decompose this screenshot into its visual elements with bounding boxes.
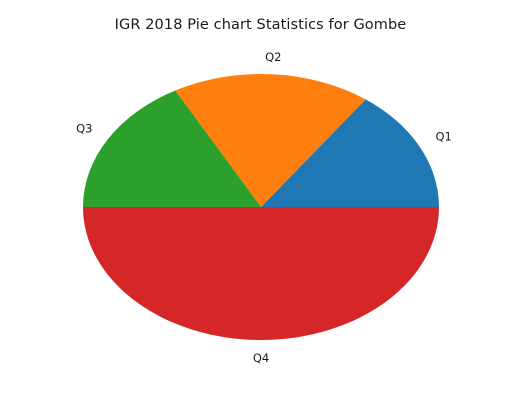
pie-slice-q1 xyxy=(261,99,439,207)
pie-slice-q2 xyxy=(175,73,366,208)
pie-labels: Q1 Q2 Q3 Q4 xyxy=(76,50,452,365)
chart-title: IGR 2018 Pie chart Statistics for Gombe xyxy=(114,17,407,33)
pie-label-q4: Q4 xyxy=(253,351,269,365)
pie-slice-q3 xyxy=(83,90,261,207)
pie-label-q3: Q3 xyxy=(76,122,92,136)
pie-slices xyxy=(83,73,439,340)
pie-slice-q4 xyxy=(83,207,439,340)
pie-label-q1: Q1 xyxy=(435,130,451,144)
pie-label-q2: Q2 xyxy=(265,50,281,64)
